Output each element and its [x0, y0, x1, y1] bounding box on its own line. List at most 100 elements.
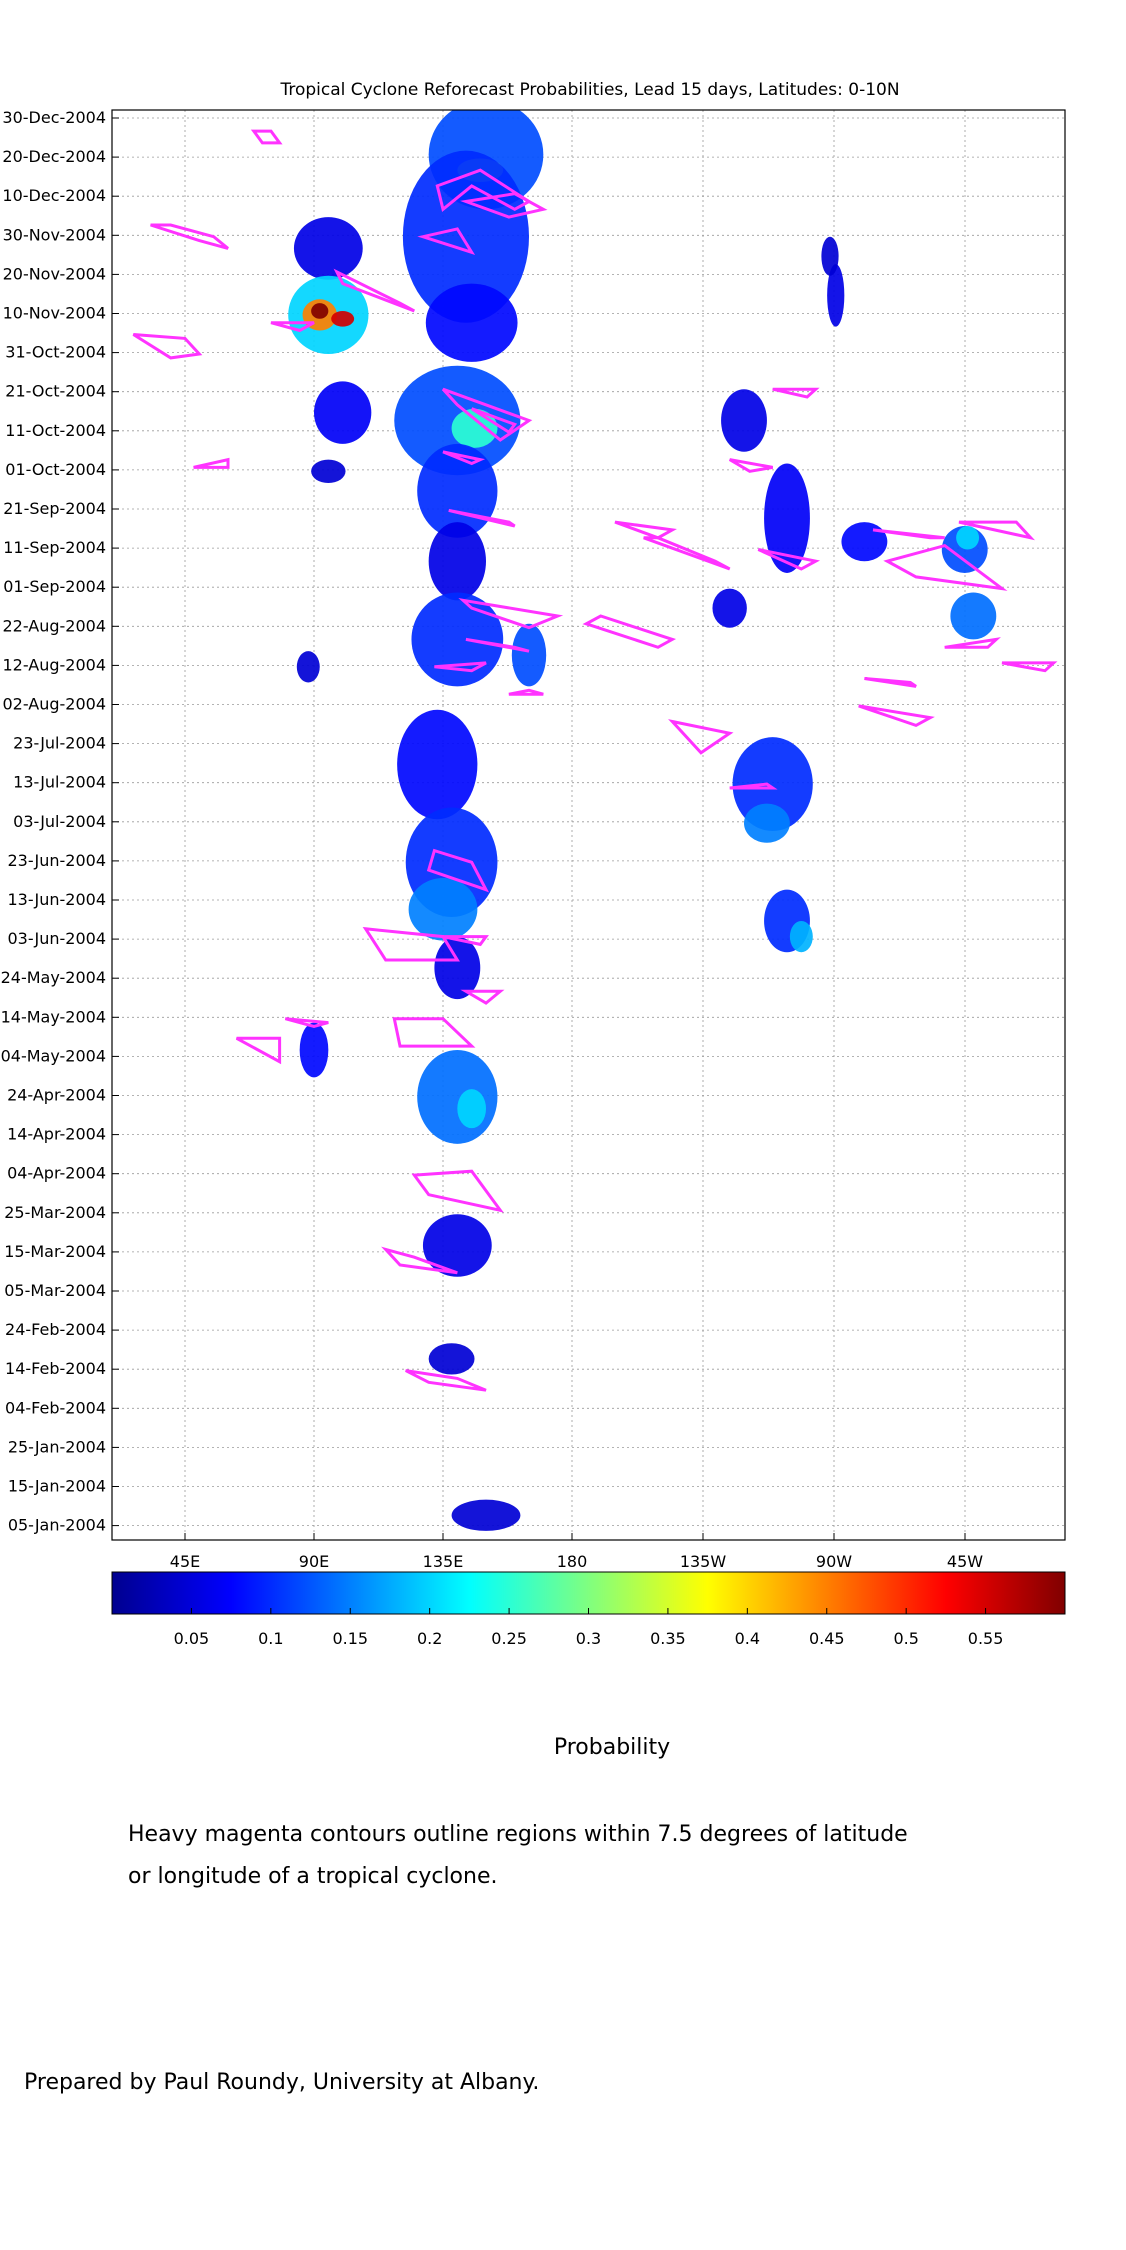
cyclone-contour	[944, 637, 1001, 649]
cyclone-contour	[458, 597, 564, 630]
y-tick-label: 25-Mar-2004	[4, 1203, 106, 1222]
y-tick-label: 02-Aug-2004	[2, 695, 106, 714]
y-tick-label: 04-Apr-2004	[7, 1164, 106, 1183]
colorbar-title: Probability	[553, 1735, 671, 1760]
probability-blob	[417, 1049, 498, 1144]
colorbar-tick-label: 0.3	[576, 1629, 601, 1648]
colorbar-tick-label: 0.2	[417, 1629, 442, 1648]
x-tick-label: 135W	[680, 1552, 727, 1571]
y-tick-label: 30-Dec-2004	[2, 108, 106, 127]
cyclone-contour	[235, 1036, 282, 1065]
colorbar-tick-label: 0.15	[332, 1629, 368, 1648]
cyclone-contour	[426, 848, 490, 893]
y-tick-label: 25-Jan-2004	[8, 1437, 106, 1456]
cyclone-contour	[508, 688, 544, 696]
cyclone-contour	[465, 637, 530, 653]
probability-blob	[296, 651, 320, 683]
cyclone-contour	[864, 677, 917, 688]
heatmap-chart: 30-Dec-2004 20-Dec-2004 10-Dec-2004 30-Nov-…	[1, 108, 1066, 1648]
probability-blob	[397, 709, 478, 820]
cyclone-contour	[1001, 661, 1058, 673]
probability-blob	[311, 459, 346, 484]
note-line-2: or longitude of a tropical cyclone.	[128, 1864, 498, 1889]
y-tick-label: 24-May-2004	[1, 968, 106, 987]
cyclone-contour	[460, 989, 505, 1005]
y-tick-label: 12-Aug-2004	[2, 655, 106, 674]
cyclone-contour	[757, 548, 821, 571]
y-tick-label: 11-Oct-2004	[5, 421, 106, 440]
y-tick-label: 30-Nov-2004	[3, 225, 106, 244]
probability-blob	[311, 303, 329, 319]
cyclone-contour	[193, 457, 230, 469]
cyclone-contour	[958, 520, 1036, 541]
probability-blob	[712, 588, 747, 628]
x-tick-label: 45W	[947, 1552, 983, 1571]
probability-blob	[408, 877, 478, 941]
probability-blob	[425, 283, 518, 362]
y-tick-label: 24-Feb-2004	[5, 1320, 106, 1339]
probability-blob	[428, 522, 487, 601]
y-tick-label: 23-Jul-2004	[13, 734, 106, 753]
probability-blob	[411, 592, 504, 687]
colorbar	[111, 1571, 1066, 1615]
cyclone-contour	[132, 333, 203, 360]
probability-blob	[314, 381, 372, 444]
y-tick-label: 01-Sep-2004	[3, 577, 106, 596]
cyclone-contour	[270, 321, 315, 333]
probability-blob	[422, 1214, 492, 1277]
x-tick-label: 90E	[299, 1552, 329, 1571]
grid-lines	[112, 110, 1065, 1540]
cyclone-contour	[772, 387, 820, 399]
x-tick-label: 180	[557, 1552, 588, 1571]
probability-blob	[451, 1499, 521, 1531]
cyclone-contour	[381, 1246, 458, 1275]
y-tick-label: 23-Jun-2004	[7, 851, 106, 870]
colorbar-tick-label: 0.55	[968, 1629, 1004, 1648]
y-tick-label: 14-Feb-2004	[5, 1359, 106, 1378]
colorbar-tick-label: 0.35	[650, 1629, 686, 1648]
y-tick-label: 15-Jan-2004	[8, 1477, 106, 1496]
cyclone-contour	[284, 1017, 329, 1029]
probability-blob	[434, 936, 481, 1000]
cyclone-contour	[643, 536, 731, 571]
probability-blob	[956, 526, 980, 550]
y-tick-label: 10-Dec-2004	[2, 186, 106, 205]
cyclone-contour	[150, 223, 229, 250]
y-tick-label: 20-Dec-2004	[2, 147, 106, 166]
probability-blob	[299, 1022, 329, 1078]
cyclone-contour	[668, 719, 734, 755]
probability-blob	[950, 592, 997, 640]
probability-blob	[511, 623, 547, 687]
probability-field	[288, 110, 997, 1531]
probability-blob	[402, 150, 529, 323]
y-tick-label: 05-Mar-2004	[4, 1281, 106, 1300]
probability-blob	[457, 1089, 486, 1129]
cyclone-contour	[442, 935, 489, 947]
credit-line: Prepared by Paul Roundy, University at A…	[24, 2070, 540, 2095]
colorbar-tick-label: 0.05	[174, 1629, 210, 1648]
cyclone-contour	[858, 704, 935, 728]
y-tick-label: 04-May-2004	[1, 1046, 106, 1065]
y-tick-label: 11-Sep-2004	[3, 538, 106, 557]
cyclone-contour	[448, 508, 516, 528]
y-tick-label: 24-Apr-2004	[7, 1086, 106, 1105]
y-tick-label: 31-Oct-2004	[5, 343, 106, 362]
y-tick-label: 14-May-2004	[1, 1007, 106, 1026]
y-tick-label: 05-Jan-2004	[8, 1516, 106, 1535]
x-tick-label: 135E	[423, 1552, 464, 1571]
y-tick-label: 14-Apr-2004	[7, 1125, 106, 1144]
cyclone-contour	[362, 926, 460, 962]
y-tick-label: 15-Mar-2004	[4, 1242, 106, 1261]
cyclone-contour	[405, 1369, 487, 1392]
x-axis-ticks: 45E 90E 135E 180 135W 90W 45W	[170, 1533, 983, 1571]
colorbar-ticks: 0.05 0.1 0.15 0.2 0.25 0.3 0.35 0.4 0.45 0.5 0.55	[174, 1608, 1004, 1648]
cyclone-contour	[459, 192, 548, 219]
colorbar-tick-label: 0.4	[735, 1629, 760, 1648]
y-tick-label: 01-Oct-2004	[5, 460, 106, 479]
y-tick-label: 21-Sep-2004	[3, 499, 106, 518]
probability-blob	[732, 737, 813, 832]
x-tick-label: 90W	[816, 1552, 852, 1571]
y-tick-label: 22-Aug-2004	[2, 616, 106, 635]
probability-blob	[827, 264, 845, 327]
probability-blob	[841, 522, 888, 562]
